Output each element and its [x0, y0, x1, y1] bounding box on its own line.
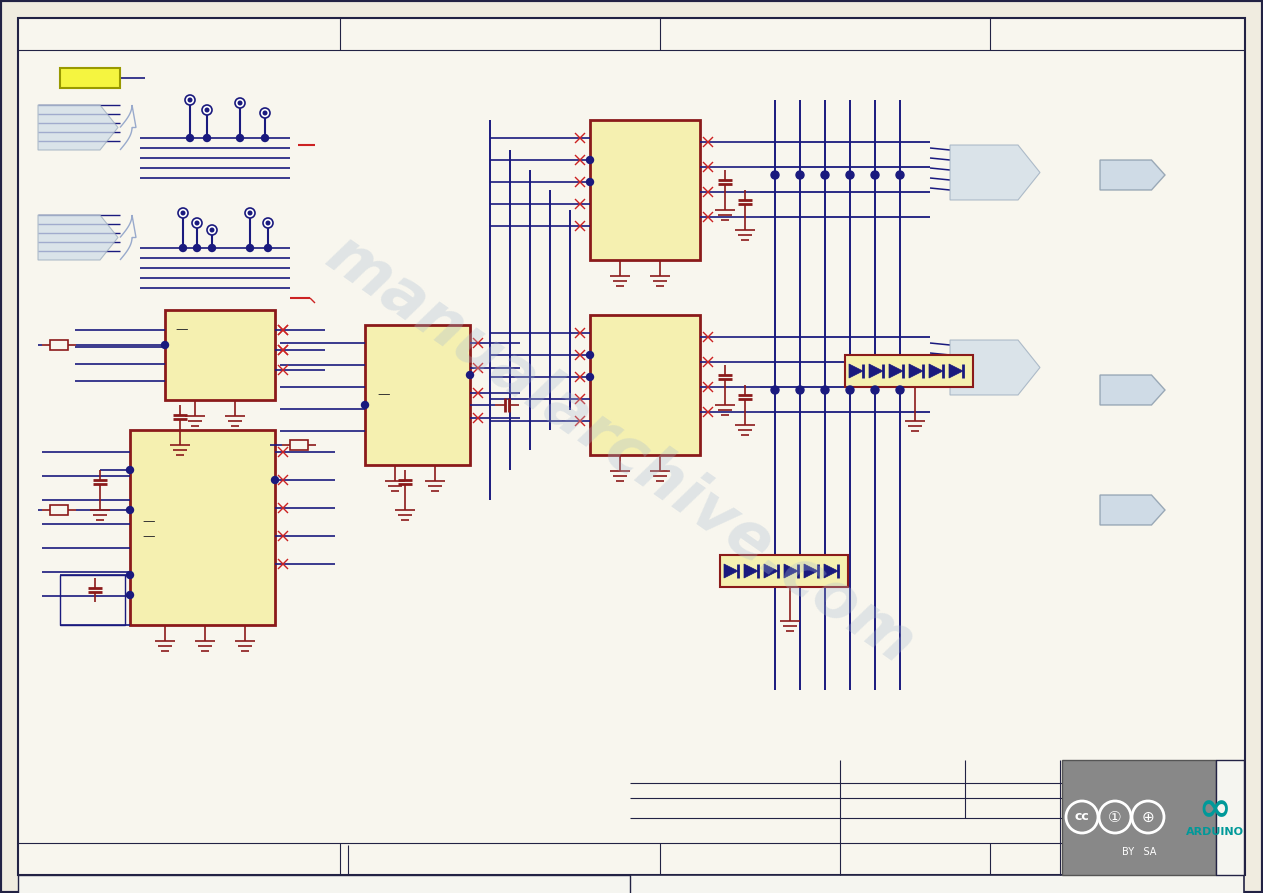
Circle shape	[821, 386, 829, 394]
Polygon shape	[38, 105, 117, 150]
Circle shape	[207, 225, 217, 235]
Polygon shape	[950, 340, 1039, 395]
Polygon shape	[805, 564, 818, 578]
Circle shape	[192, 218, 202, 228]
Text: —: —	[141, 515, 154, 529]
Circle shape	[248, 211, 253, 215]
Circle shape	[264, 245, 272, 252]
Circle shape	[235, 98, 245, 108]
Circle shape	[263, 218, 273, 228]
Circle shape	[202, 105, 212, 115]
Circle shape	[178, 208, 188, 218]
Circle shape	[586, 373, 594, 380]
Polygon shape	[869, 364, 883, 378]
Bar	[630, 875, 1244, 893]
Bar	[18, 875, 630, 893]
Circle shape	[205, 107, 210, 113]
Polygon shape	[38, 215, 117, 260]
Circle shape	[846, 386, 854, 394]
Circle shape	[126, 591, 134, 598]
Bar	[61, 68, 120, 88]
Bar	[61, 575, 125, 625]
Circle shape	[821, 171, 829, 179]
Text: —: —	[176, 323, 187, 337]
Text: manualarchive.com: manualarchive.com	[314, 223, 926, 677]
Text: ∞: ∞	[1199, 790, 1231, 828]
Circle shape	[796, 386, 805, 394]
Text: —: —	[141, 530, 154, 544]
Polygon shape	[849, 364, 863, 378]
Bar	[590, 315, 700, 455]
Circle shape	[203, 135, 211, 141]
Circle shape	[181, 211, 186, 215]
Circle shape	[126, 506, 134, 513]
Bar	[590, 120, 700, 260]
Circle shape	[162, 341, 168, 348]
Bar	[51, 340, 68, 350]
Circle shape	[770, 171, 779, 179]
Circle shape	[126, 572, 134, 579]
Text: —: —	[376, 388, 389, 402]
Bar	[1062, 760, 1216, 875]
Polygon shape	[949, 364, 962, 378]
Circle shape	[187, 97, 192, 103]
Text: BY   SA: BY SA	[1122, 847, 1156, 857]
Circle shape	[796, 171, 805, 179]
Polygon shape	[950, 145, 1039, 200]
Polygon shape	[724, 564, 738, 578]
Circle shape	[184, 95, 195, 105]
Bar	[1216, 760, 1244, 875]
Circle shape	[895, 386, 904, 394]
Circle shape	[586, 156, 594, 163]
Circle shape	[263, 111, 268, 115]
Bar	[51, 505, 68, 515]
Circle shape	[586, 352, 594, 358]
Bar	[845, 355, 973, 387]
Polygon shape	[1100, 160, 1164, 190]
Polygon shape	[909, 364, 923, 378]
Polygon shape	[823, 564, 837, 578]
Circle shape	[193, 245, 201, 252]
Polygon shape	[930, 364, 943, 378]
Circle shape	[770, 386, 779, 394]
Circle shape	[361, 402, 369, 408]
Text: cc: cc	[1075, 811, 1090, 823]
Circle shape	[237, 101, 242, 105]
Polygon shape	[1100, 495, 1164, 525]
Polygon shape	[889, 364, 903, 378]
Text: ⊕: ⊕	[1142, 809, 1154, 824]
Circle shape	[187, 135, 193, 141]
Bar	[290, 440, 308, 450]
Circle shape	[466, 371, 474, 379]
Circle shape	[245, 208, 255, 218]
Circle shape	[208, 245, 216, 252]
Bar	[165, 310, 275, 400]
Polygon shape	[784, 564, 798, 578]
Circle shape	[179, 245, 187, 252]
Circle shape	[126, 466, 134, 473]
Text: ARDUINO: ARDUINO	[1186, 827, 1244, 837]
Circle shape	[260, 108, 270, 118]
Circle shape	[195, 221, 200, 226]
Polygon shape	[1100, 375, 1164, 405]
Bar	[130, 430, 275, 625]
Bar	[365, 325, 470, 465]
Circle shape	[261, 135, 269, 141]
Bar	[720, 555, 847, 587]
Circle shape	[846, 171, 854, 179]
Polygon shape	[764, 564, 778, 578]
Circle shape	[871, 171, 879, 179]
Circle shape	[210, 228, 215, 232]
Circle shape	[895, 171, 904, 179]
Circle shape	[246, 245, 254, 252]
Circle shape	[871, 386, 879, 394]
Circle shape	[236, 135, 244, 141]
Circle shape	[265, 221, 270, 226]
Polygon shape	[744, 564, 758, 578]
Circle shape	[586, 179, 594, 186]
Circle shape	[272, 477, 279, 483]
Text: ①: ①	[1108, 809, 1122, 824]
